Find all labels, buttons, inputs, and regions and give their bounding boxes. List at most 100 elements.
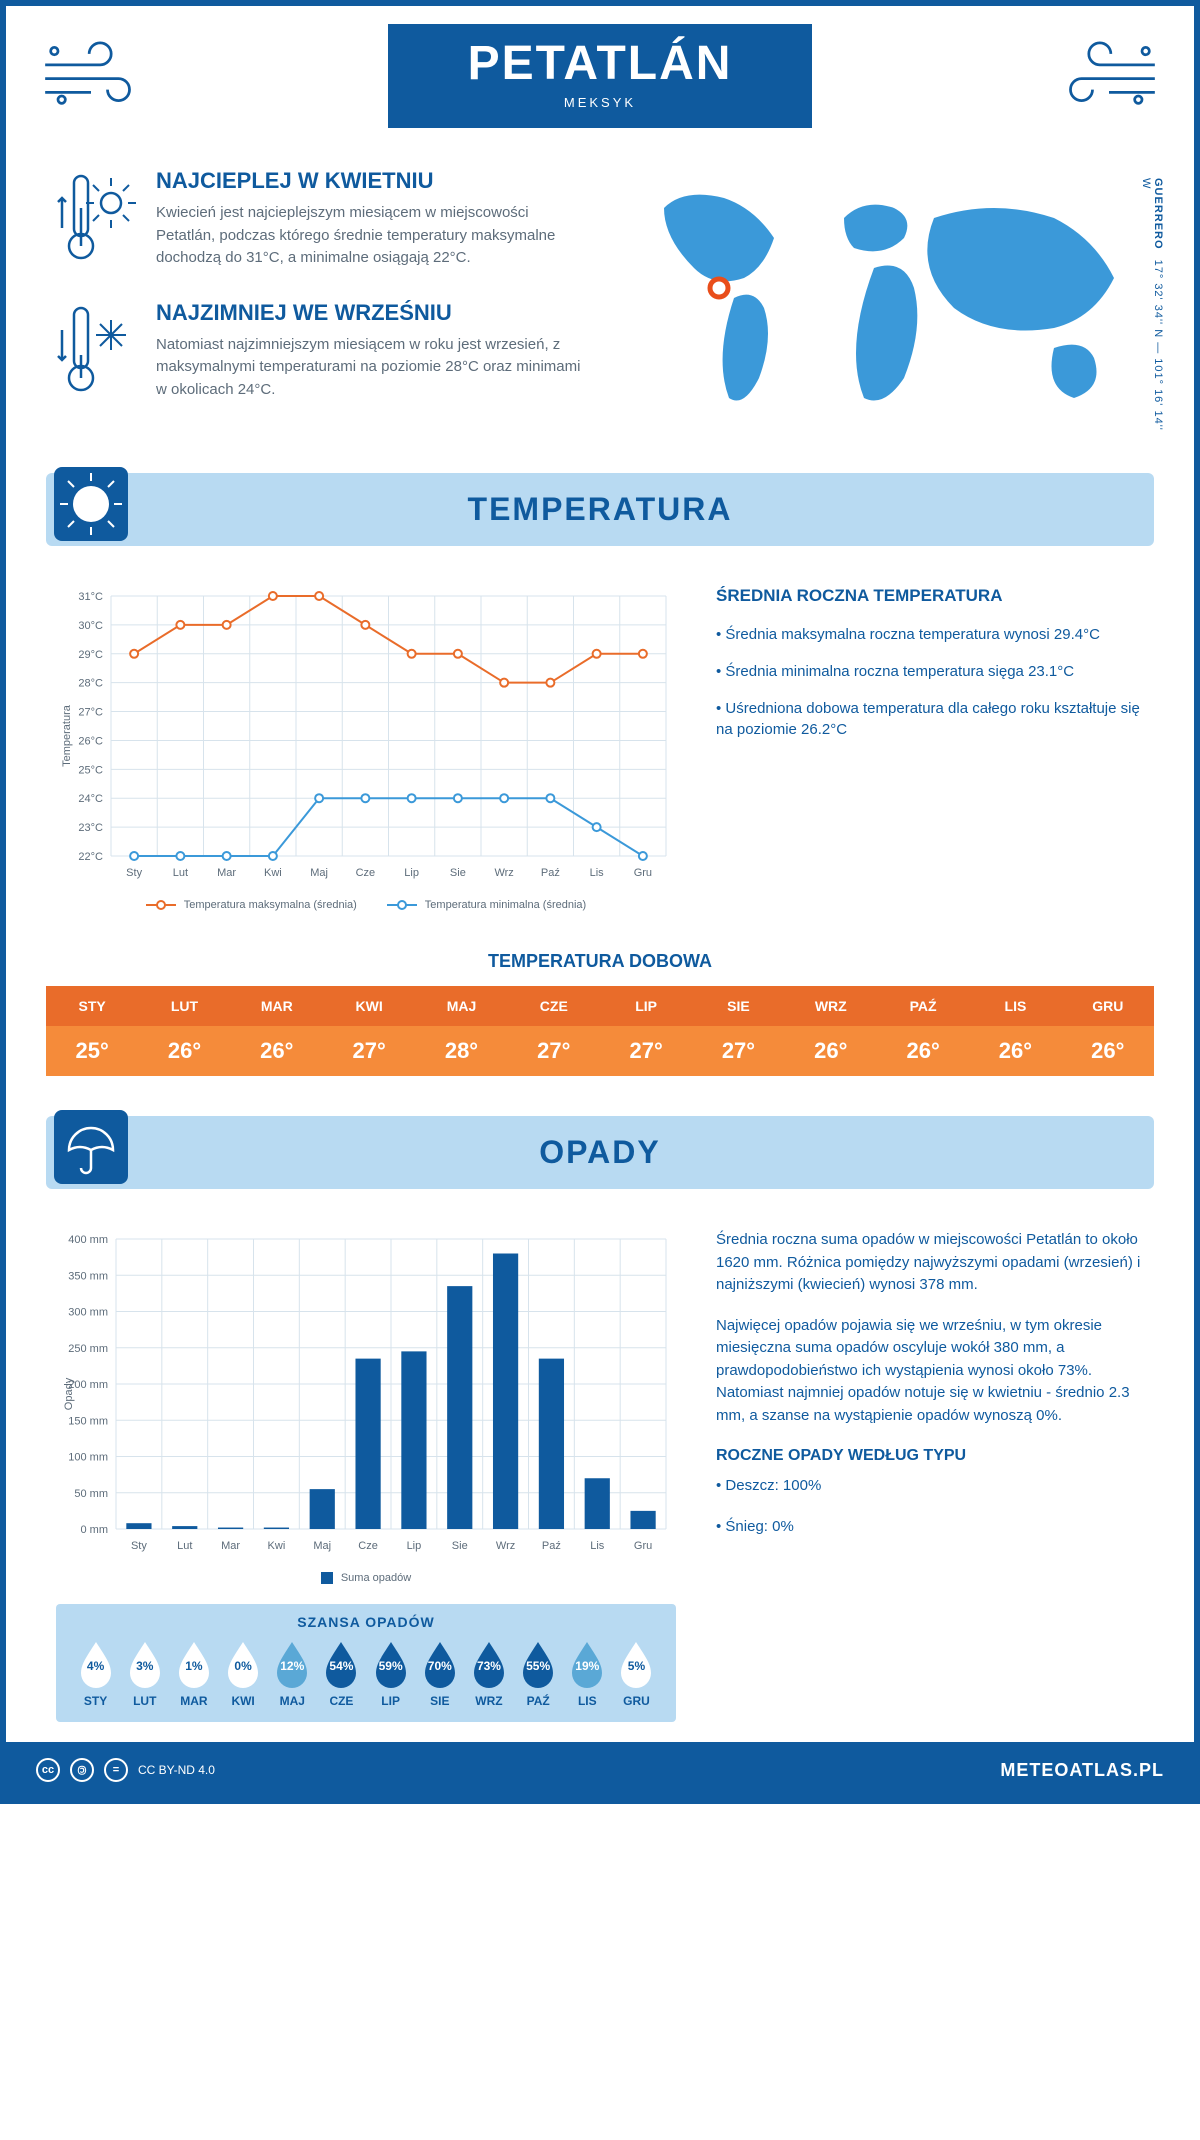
chance-item: 3% LUT xyxy=(123,1640,166,1708)
chance-value: 73% xyxy=(477,1659,501,1673)
license-text: CC BY-ND 4.0 xyxy=(138,1763,215,1777)
drop-icon: 55% xyxy=(519,1640,557,1688)
sun-icon xyxy=(54,467,128,541)
cold-title: NAJZIMNIEJ WE WRZEŚNIU xyxy=(156,300,584,326)
svg-text:Maj: Maj xyxy=(313,1540,331,1552)
svg-text:Wrz: Wrz xyxy=(496,1540,515,1552)
daily-head-cell: STY xyxy=(46,986,138,1026)
daily-table: STYLUTMARKWIMAJCZELIPSIEWRZPAŹLISGRU 25°… xyxy=(46,986,1154,1076)
city-title: PETATLÁN xyxy=(468,36,733,91)
temp-b1: • Średnia maksymalna roczna temperatura … xyxy=(716,624,1144,645)
chance-month: LIP xyxy=(369,1694,412,1708)
chance-item: 73% WRZ xyxy=(467,1640,510,1708)
chance-month: CZE xyxy=(320,1694,363,1708)
nd-icon: = xyxy=(104,1758,128,1782)
daily-head-cell: CZE xyxy=(508,986,600,1026)
chance-item: 19% LIS xyxy=(566,1640,609,1708)
daily-head-cell: KWI xyxy=(323,986,415,1026)
cold-block: NAJZIMNIEJ WE WRZEŚNIU Natomiast najzimn… xyxy=(56,300,584,402)
rain-type-title: ROCZNE OPADY WEDŁUG TYPU xyxy=(716,1447,1144,1465)
drop-icon: 0% xyxy=(224,1640,262,1688)
svg-text:22°C: 22°C xyxy=(78,851,103,863)
chance-month: STY xyxy=(74,1694,117,1708)
chance-month: LUT xyxy=(123,1694,166,1708)
rain-summary: Średnia roczna suma opadów w miejscowośc… xyxy=(716,1229,1144,1584)
svg-text:Lut: Lut xyxy=(177,1540,192,1552)
temperature-summary: ŚREDNIA ROCZNA TEMPERATURA • Średnia mak… xyxy=(716,586,1144,911)
daily-head-cell: LIP xyxy=(600,986,692,1026)
svg-text:29°C: 29°C xyxy=(78,649,103,661)
daily-value-cell: 27° xyxy=(600,1026,692,1076)
footer: cc 🄯 = CC BY-ND 4.0 METEOATLAS.PL xyxy=(6,1742,1194,1798)
svg-text:Gru: Gru xyxy=(634,1540,652,1552)
svg-text:30°C: 30°C xyxy=(78,620,103,632)
thermometer-hot-icon xyxy=(56,168,136,268)
hot-block: NAJCIEPLEJ W KWIETNIU Kwiecień jest najc… xyxy=(56,168,584,270)
wind-icon-right xyxy=(1054,34,1164,114)
svg-text:150 mm: 150 mm xyxy=(68,1415,108,1427)
temp-summary-title: ŚREDNIA ROCZNA TEMPERATURA xyxy=(716,586,1144,606)
chance-item: 59% LIP xyxy=(369,1640,412,1708)
svg-text:350 mm: 350 mm xyxy=(68,1270,108,1282)
svg-text:28°C: 28°C xyxy=(78,678,103,690)
chance-value: 12% xyxy=(280,1659,304,1673)
svg-text:Lip: Lip xyxy=(407,1540,422,1552)
chance-item: 5% GRU xyxy=(615,1640,658,1708)
chance-value: 54% xyxy=(329,1659,353,1673)
by-icon: 🄯 xyxy=(70,1758,94,1782)
rain-title: OPADY xyxy=(46,1134,1154,1171)
svg-text:Lis: Lis xyxy=(590,867,605,879)
chance-item: 1% MAR xyxy=(172,1640,215,1708)
chance-month: PAŹ xyxy=(517,1694,560,1708)
svg-text:100 mm: 100 mm xyxy=(68,1452,108,1464)
svg-text:400 mm: 400 mm xyxy=(68,1234,108,1246)
temperature-body: 22°C23°C24°C25°C26°C27°C28°C29°C30°C31°C… xyxy=(6,556,1194,941)
svg-text:Cze: Cze xyxy=(358,1540,378,1552)
daily-title: TEMPERATURA DOBOWA xyxy=(6,951,1194,972)
rain-header: OPADY xyxy=(46,1116,1154,1189)
rain-legend-label: Suma opadów xyxy=(341,1572,411,1584)
svg-text:27°C: 27°C xyxy=(78,707,103,719)
svg-text:0 mm: 0 mm xyxy=(81,1524,109,1536)
temperature-header: TEMPERATURA xyxy=(46,473,1154,546)
daily-value-cell: 26° xyxy=(877,1026,969,1076)
chance-item: 0% KWI xyxy=(222,1640,265,1708)
chance-month: MAJ xyxy=(271,1694,314,1708)
rain-type-b2: • Śnieg: 0% xyxy=(716,1516,1144,1539)
chance-panel: SZANSA OPADÓW 4% STY 3% LUT 1% MAR 0% KW… xyxy=(56,1604,676,1722)
daily-value-cell: 27° xyxy=(323,1026,415,1076)
legend-min: Temperatura minimalna (średnia) xyxy=(425,899,586,911)
world-map xyxy=(624,168,1144,428)
rain-p2: Najwięcej opadów pojawia się we wrześniu… xyxy=(716,1315,1144,1428)
daily-value-cell: 28° xyxy=(415,1026,507,1076)
daily-value-cell: 26° xyxy=(785,1026,877,1076)
daily-value-cell: 27° xyxy=(692,1026,784,1076)
chance-month: MAR xyxy=(172,1694,215,1708)
umbrella-icon xyxy=(54,1110,128,1184)
title-banner: PETATLÁN MEKSYK xyxy=(388,24,813,128)
temperature-chart: 22°C23°C24°C25°C26°C27°C28°C29°C30°C31°C… xyxy=(56,586,676,911)
country-label: MEKSYK xyxy=(468,95,733,110)
chance-month: WRZ xyxy=(467,1694,510,1708)
header: PETATLÁN MEKSYK xyxy=(6,6,1194,128)
location-marker xyxy=(710,279,728,297)
svg-text:Paź: Paź xyxy=(542,1540,561,1552)
svg-text:Sty: Sty xyxy=(126,867,142,879)
svg-text:Gru: Gru xyxy=(634,867,652,879)
chance-item: 54% CZE xyxy=(320,1640,363,1708)
svg-text:Cze: Cze xyxy=(356,867,376,879)
svg-text:Kwi: Kwi xyxy=(268,1540,286,1552)
drop-icon: 73% xyxy=(470,1640,508,1688)
daily-value-cell: 26° xyxy=(969,1026,1061,1076)
drop-icon: 19% xyxy=(568,1640,606,1688)
svg-text:Wrz: Wrz xyxy=(494,867,513,879)
rain-type-b1: • Deszcz: 100% xyxy=(716,1475,1144,1498)
daily-value-cell: 26° xyxy=(1062,1026,1154,1076)
drop-icon: 3% xyxy=(126,1640,164,1688)
temperature-title: TEMPERATURA xyxy=(46,491,1154,528)
chance-month: SIE xyxy=(418,1694,461,1708)
temp-b3: • Uśredniona dobowa temperatura dla całe… xyxy=(716,698,1144,740)
svg-text:Sie: Sie xyxy=(450,867,466,879)
daily-value-cell: 26° xyxy=(138,1026,230,1076)
hot-text: Kwiecień jest najcieplejszym miesiącem w… xyxy=(156,202,584,270)
